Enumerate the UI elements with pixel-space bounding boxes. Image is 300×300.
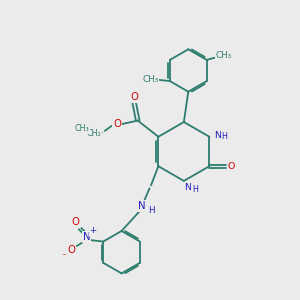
Text: H: H (148, 206, 155, 214)
Text: H: H (192, 185, 198, 194)
Text: N: N (184, 183, 191, 192)
Text: O: O (72, 218, 80, 227)
Text: H: H (222, 132, 228, 141)
Text: +: + (89, 226, 97, 235)
Text: CH₃: CH₃ (75, 124, 89, 133)
Text: O: O (130, 92, 138, 102)
Text: N: N (214, 131, 221, 140)
Text: O: O (113, 119, 121, 129)
Text: CH₃: CH₃ (215, 51, 232, 60)
Text: ⁻: ⁻ (62, 252, 67, 261)
Text: CH₂: CH₂ (86, 129, 101, 138)
Text: CH₃: CH₃ (142, 75, 158, 84)
Text: O: O (227, 162, 235, 171)
Text: N: N (138, 201, 146, 211)
Text: O: O (68, 245, 75, 255)
Text: N: N (82, 232, 90, 242)
